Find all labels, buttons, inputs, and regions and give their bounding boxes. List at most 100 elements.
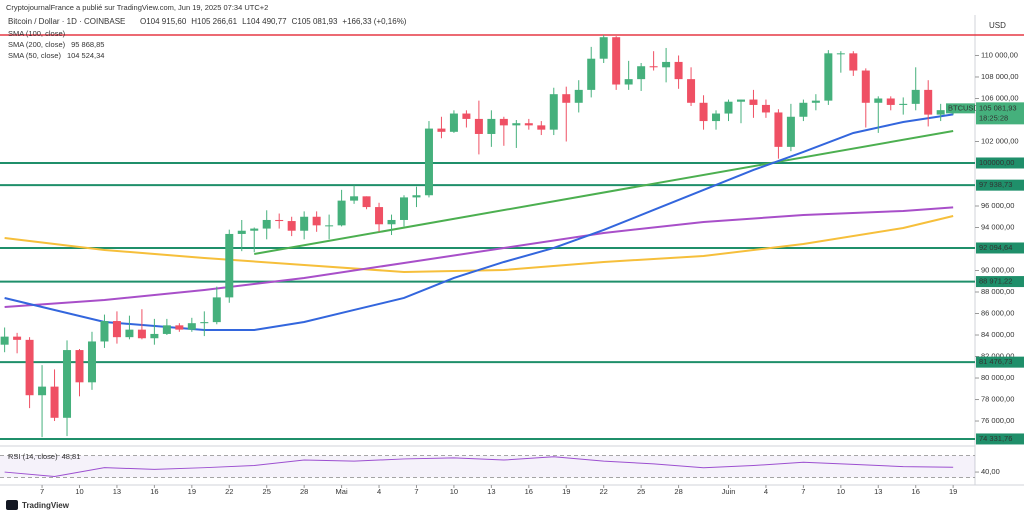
level-label: 74 331,76 [979,434,1012,443]
x-tick-label: 19 [188,487,196,496]
candle-body [687,79,696,103]
candle-body [300,216,309,231]
rsi-value: 48,81 [62,452,81,461]
x-tick-label: 10 [450,487,458,496]
y-tick-label: 96 000,00 [981,201,1014,210]
candle-body [312,216,321,226]
y-tick-label: 80 000,00 [981,373,1014,382]
ohlc-value: L104 490,77 [242,17,287,26]
candle-body [162,325,171,334]
candle-body [137,329,146,339]
candle-body [824,53,833,101]
candle-body [849,53,858,71]
candle-body [761,104,770,113]
candle-body [537,125,546,130]
candle-body [649,66,658,68]
candle-body [237,230,246,234]
currency: USD [989,21,1006,30]
header: Bitcoin / Dollar · 1D · COINBASE [8,17,125,26]
candle-body [724,101,733,114]
candle-body [736,99,745,102]
x-tick-label: 16 [912,487,920,496]
candle-body [874,98,883,103]
candle-body [562,94,571,103]
symbol: Bitcoin / Dollar · 1D · COINBASE [8,17,125,26]
candle-body [262,219,271,229]
x-tick-label: Juin [722,487,736,496]
candle-body [275,219,284,222]
x-tick-label: 7 [414,487,418,496]
candle-body [911,89,920,104]
candle-body [38,386,47,396]
candle-body [375,207,384,225]
x-tick-label: 28 [300,487,308,496]
candle-body [225,233,234,298]
sma-line [4,215,954,273]
level-label: 97 938,73 [979,180,1012,189]
x-tick-label: 25 [637,487,645,496]
candle-body [886,98,895,105]
x-tick-label: 28 [674,487,682,496]
candle-body [674,61,683,80]
candle-body [400,197,409,220]
x-tick-label: Mai [336,487,348,496]
y-tick-label: 86 000,00 [981,308,1014,317]
candle-body [449,113,458,132]
symbol-box [946,103,975,114]
candle-body [524,123,533,126]
y-tick-label: 84 000,00 [981,330,1014,339]
candle-body [325,225,334,227]
candle-body [13,336,22,340]
candle-body [811,100,820,103]
candle-body [462,113,471,119]
candle-body [936,110,945,115]
candle-body [612,37,621,85]
candle-body [474,118,483,134]
candle-body [387,219,396,225]
candle-body [125,329,134,338]
level-label-box [976,433,1024,445]
rsi-name: RSI (14, close) [8,452,58,461]
x-tick-label: 22 [225,487,233,496]
price-symbol: BTCUSD [948,103,979,112]
x-tick-label: 10 [75,487,83,496]
candle-body [574,89,583,103]
y-tick-label: 76 000,00 [981,416,1014,425]
candle-body [0,336,9,345]
level-label: 100000,00 [979,158,1014,167]
level-label: 81 476,73 [979,357,1012,366]
y-tick-label: 94 000,00 [981,222,1014,231]
legend-value: 95 868,85 [71,40,104,49]
legend-entry: SMA (50, close) [8,51,61,60]
price-value: 105 081,93 [979,103,1017,112]
x-tick-label: 25 [263,487,271,496]
sma-line [4,206,954,308]
candle-body [437,128,446,132]
candle-body [250,228,259,231]
x-tick-label: 13 [874,487,882,496]
candle-body [200,322,209,324]
candle-body [662,61,671,68]
candle-body [549,94,558,130]
candle-body [175,325,184,330]
y-tick-label: 102 000,00 [981,136,1019,145]
candle-body [25,339,34,396]
candle-body [362,196,371,208]
candle-body [424,128,433,196]
candle-body [861,70,870,103]
rsi-line [4,456,954,477]
candle-body [112,321,121,338]
candle-body [786,116,795,147]
publish-title: CryptojournalFrance a publié sur Trading… [6,3,268,12]
x-tick-label: 19 [949,487,957,496]
candle-body [63,350,72,418]
candle-body [337,200,346,226]
candle-body [587,58,596,90]
y-tick-label: 110 000,00 [981,50,1018,59]
legend-entry: SMA (200, close) [8,40,66,49]
candle-body [212,297,221,323]
candle-body [774,112,783,147]
ohlc-value: H105 266,61 [191,17,237,26]
candle-body [87,341,96,383]
